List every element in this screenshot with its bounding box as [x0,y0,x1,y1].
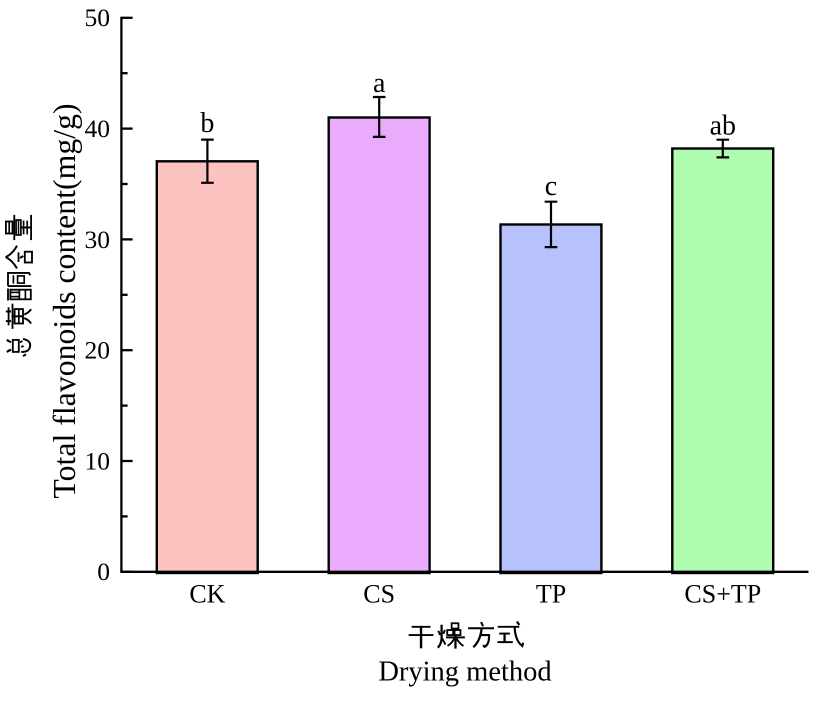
svg-text:30: 30 [85,225,111,254]
svg-text:CK: CK [189,580,225,609]
svg-text:b: b [200,108,214,139]
svg-text:Total flavonoids content(mg/g): Total flavonoids content(mg/g) [47,103,82,498]
svg-text:TP: TP [536,580,566,609]
svg-text:40: 40 [85,114,111,143]
svg-text:CS: CS [363,580,395,609]
svg-text:20: 20 [85,336,111,365]
svg-text:CS+TP: CS+TP [684,580,761,609]
svg-text:a: a [373,68,386,99]
svg-text:0: 0 [97,557,110,586]
svg-text:50: 50 [85,3,111,32]
svg-text:10: 10 [85,446,111,475]
svg-text:Drying method: Drying method [378,657,551,688]
svg-text:c: c [545,171,557,202]
svg-text:ab: ab [710,111,736,142]
